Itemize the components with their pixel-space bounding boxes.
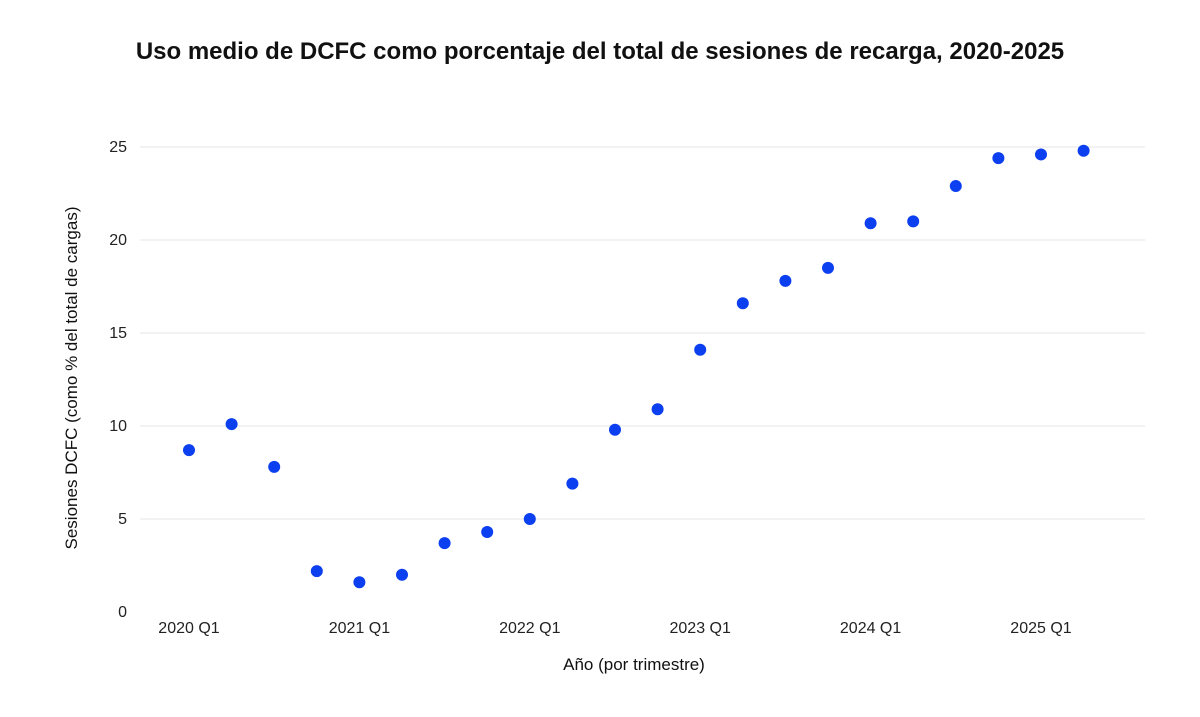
data-point: 2020 Q4: 2.2 (310, 565, 323, 578)
y-tick-label: 25 (109, 139, 127, 156)
y-tick-label: 15 (109, 325, 127, 342)
data-point: 2023 Q4: 18.5 (822, 261, 834, 274)
x-axis-ticks: 2020 Q1 2021 Q1 2022 Q1 2023 Q1 2024 Q1 2025 … (158, 620, 1071, 637)
y-axis-title: Sesiones DCFC (como % del total de carga… (62, 207, 81, 550)
data-point: 2022 Q2: 6.9 (566, 477, 579, 490)
x-tick-label: 2024 Q1 (840, 620, 901, 637)
data-point: 2020 Q3: 7.8 (268, 460, 281, 473)
x-tick-label: 2022 Q1 (499, 620, 560, 637)
data-point: 2021 Q2: 2 (396, 568, 408, 581)
data-point: 2020 Q2: 10.1 (225, 418, 238, 431)
data-point: 2023 Q1: 14.1 (694, 343, 707, 356)
y-tick-label: 20 (109, 232, 127, 249)
data-point: 2022 Q3: 9.8 (609, 423, 621, 436)
y-tick-label: 5 (118, 511, 127, 528)
data-point: 2021 Q4: 4.3 (481, 526, 494, 539)
y-tick-label: 10 (109, 418, 127, 435)
data-points: 2020 Q1: 8.7 2020 Q2: 10.1 2020 Q3: 7.8 202… (183, 144, 1090, 589)
data-point: 2021 Q3: 3.7 (438, 537, 451, 550)
x-tick-label: 2021 Q1 (329, 620, 390, 637)
gridlines (140, 146, 1145, 520)
y-tick-label: 0 (118, 604, 127, 621)
data-point: 2023 Q3: 17.8 (779, 274, 792, 287)
y-axis-ticks: 0 5 10 15 20 25 (109, 139, 127, 621)
x-tick-label: 2020 Q1 (158, 620, 219, 637)
data-point: 2023 Q2: 16.6 (736, 297, 749, 310)
data-point: 2024 Q3: 22.9 (949, 180, 962, 193)
data-point: 2024 Q1: 20.9 (864, 217, 877, 230)
data-point: 2024 Q4: 24.4 (992, 152, 1005, 165)
x-tick-label: 2023 Q1 (670, 620, 731, 637)
data-point: 2024 Q2: 21 (907, 215, 920, 228)
x-axis-title: Año (por trimestre) (563, 655, 705, 674)
data-point: 2025 Q2: 24.8 (1077, 144, 1090, 157)
data-point: 2022 Q1: 5 (523, 513, 536, 525)
data-point: 2021 Q1: 1.6 (353, 576, 366, 589)
data-point: 2025 Q1: 24.6 (1035, 148, 1047, 161)
data-point: 2020 Q1: 8.7 (183, 444, 195, 457)
data-point: 2022 Q4: 10.9 (651, 403, 664, 416)
chart-title: Uso medio de DCFC como porcentaje del to… (135, 38, 1065, 65)
x-tick-label: 2025 Q1 (1010, 620, 1071, 637)
